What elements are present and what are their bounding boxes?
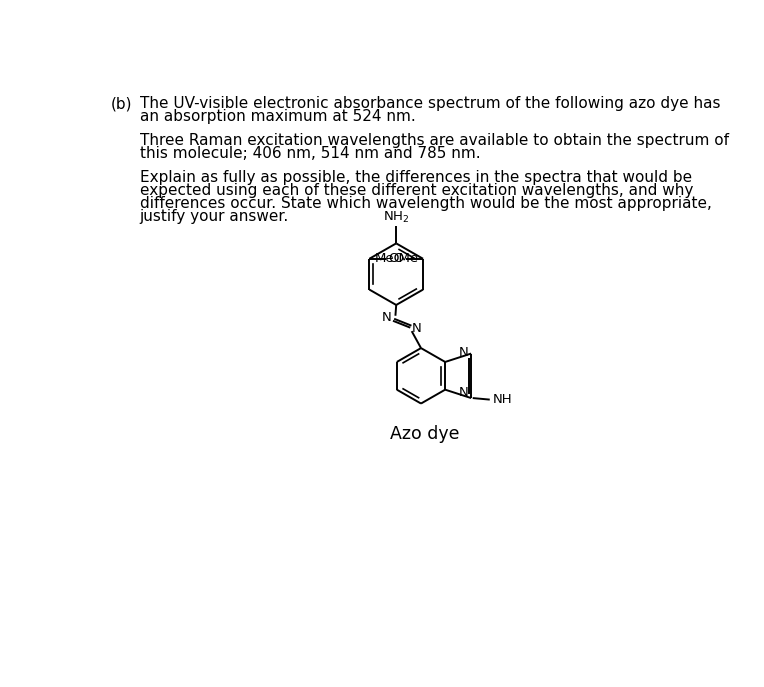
Text: Azo dye: Azo dye bbox=[390, 425, 460, 443]
Text: Explain as fully as possible, the differences in the spectra that would be: Explain as fully as possible, the differ… bbox=[140, 170, 691, 185]
Text: differences occur. State which wavelength would be the most appropriate,: differences occur. State which wavelengt… bbox=[140, 196, 711, 212]
Text: N: N bbox=[382, 311, 392, 324]
Text: NH$_2$: NH$_2$ bbox=[383, 210, 410, 225]
Text: this molecule; 406 nm, 514 nm and 785 nm.: this molecule; 406 nm, 514 nm and 785 nm… bbox=[140, 146, 481, 161]
Text: MeO: MeO bbox=[374, 252, 404, 265]
Text: an absorption maximum at 524 nm.: an absorption maximum at 524 nm. bbox=[140, 109, 416, 124]
Text: Three Raman excitation wavelengths are available to obtain the spectrum of: Three Raman excitation wavelengths are a… bbox=[140, 133, 729, 148]
Text: expected using each of these different excitation wavelengths, and why: expected using each of these different e… bbox=[140, 183, 693, 199]
Text: N: N bbox=[459, 346, 469, 359]
Text: justify your answer.: justify your answer. bbox=[140, 210, 289, 225]
Text: OMe: OMe bbox=[388, 252, 418, 265]
Text: NH: NH bbox=[493, 393, 513, 406]
Text: N: N bbox=[412, 322, 422, 335]
Text: N: N bbox=[459, 386, 469, 399]
Text: (b): (b) bbox=[111, 96, 132, 111]
Text: The UV-visible electronic absorbance spectrum of the following azo dye has: The UV-visible electronic absorbance spe… bbox=[140, 96, 720, 111]
